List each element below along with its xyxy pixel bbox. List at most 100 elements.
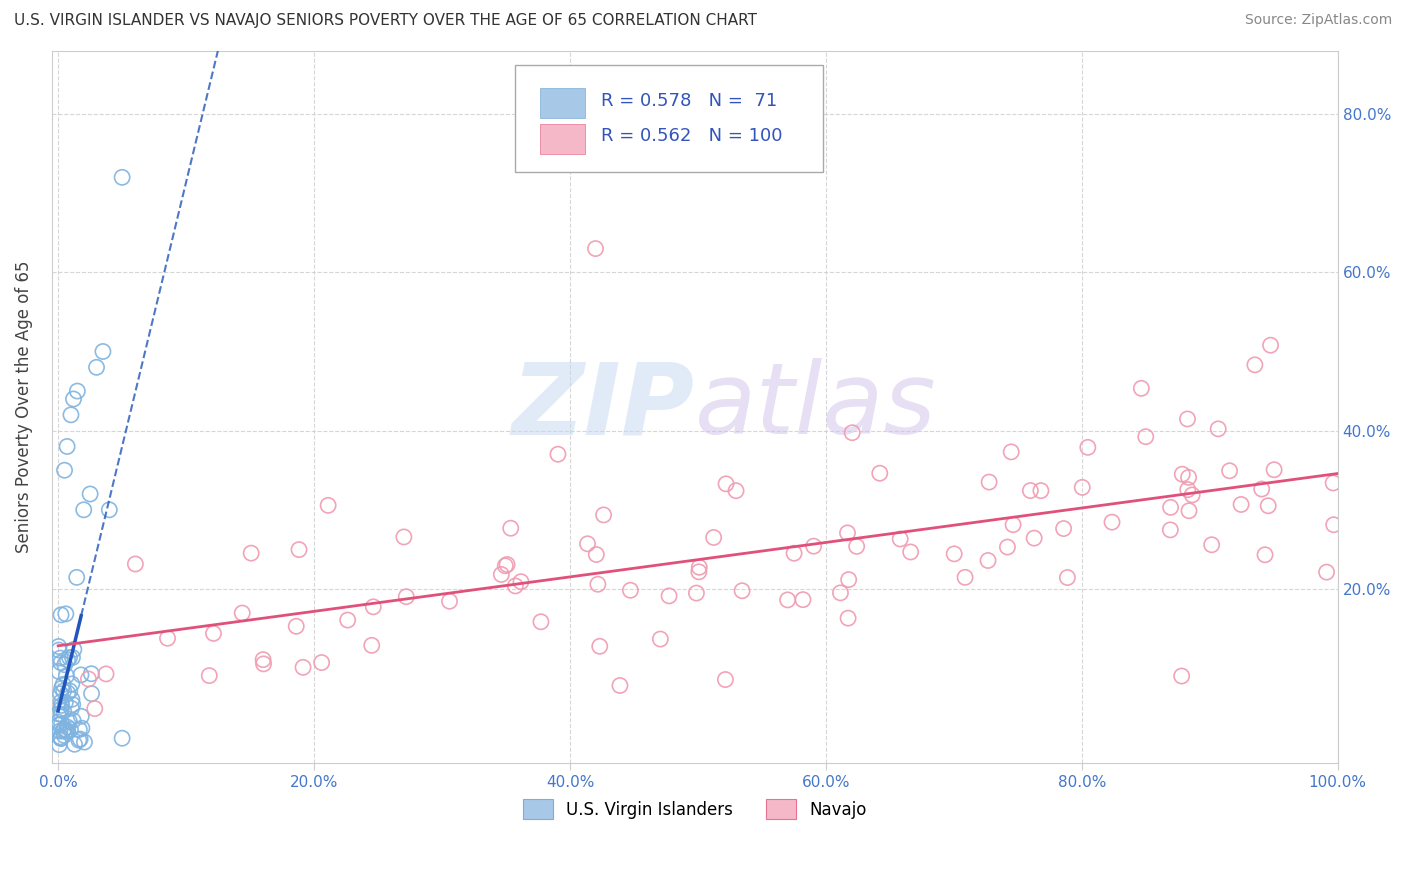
Point (1244, 358, 1267, 372)
Point (1181, 488, 1204, 502)
Point (48, 665, 70, 679)
Point (1177, 412, 1199, 426)
Point (688, 560, 710, 574)
Point (91, 344, 114, 359)
Text: R = 0.562   N = 100: R = 0.562 N = 100 (600, 128, 782, 145)
Point (837, 611, 859, 625)
Point (73, 503, 96, 517)
Point (49, 730, 72, 744)
Point (360, 638, 382, 652)
Point (53, 722, 76, 736)
Point (1159, 523, 1181, 537)
Point (49, 651, 72, 665)
Point (1130, 381, 1153, 395)
Point (1170, 669, 1192, 683)
Point (592, 508, 614, 522)
Point (56, 723, 79, 738)
Text: R = 0.578   N =  71: R = 0.578 N = 71 (600, 92, 778, 110)
Point (77, 672, 100, 686)
Point (53, 728, 76, 742)
Point (62, 698, 84, 712)
Point (547, 447, 569, 461)
Point (52, 724, 75, 739)
Point (1230, 498, 1253, 512)
Point (714, 476, 737, 491)
Point (240, 546, 263, 560)
Text: atlas: atlas (695, 359, 936, 456)
Point (59, 408, 82, 422)
Point (55, 607, 77, 621)
Point (49, 607, 72, 622)
Point (1177, 483, 1199, 497)
Point (510, 574, 533, 589)
Point (979, 475, 1001, 489)
Point (1071, 480, 1094, 494)
Point (67, 723, 90, 737)
FancyBboxPatch shape (515, 65, 824, 172)
Point (73, 735, 96, 749)
Point (58, 714, 80, 729)
Point (292, 660, 315, 674)
Point (62, 650, 84, 665)
Point (585, 242, 607, 256)
Point (491, 567, 513, 582)
Y-axis label: Seniors Poverty Over the Age of 65: Seniors Poverty Over the Age of 65 (15, 260, 32, 553)
Point (609, 679, 631, 693)
Point (731, 583, 754, 598)
Point (1206, 422, 1229, 436)
Point (395, 590, 418, 604)
Point (1178, 504, 1201, 518)
Point (803, 539, 825, 553)
Point (55, 669, 77, 683)
Point (49, 656, 72, 670)
Point (496, 558, 519, 572)
Point (67, 733, 90, 747)
Point (124, 557, 146, 571)
Point (60, 701, 83, 715)
Point (838, 573, 860, 587)
Point (56, 440, 79, 454)
Point (589, 640, 612, 654)
Point (51, 716, 73, 731)
Point (231, 606, 253, 620)
Point (59, 723, 82, 737)
Point (49, 702, 72, 716)
Point (53, 723, 76, 737)
Point (48, 640, 70, 654)
Point (1171, 467, 1194, 482)
Point (585, 548, 607, 562)
Point (58, 650, 80, 665)
Point (49, 724, 72, 739)
Point (1029, 483, 1052, 498)
Point (53, 657, 76, 672)
Point (1002, 517, 1025, 532)
Point (1000, 445, 1022, 459)
Point (60, 677, 83, 691)
Point (48, 717, 70, 731)
Point (830, 586, 852, 600)
Point (51, 698, 73, 713)
Point (94, 667, 117, 681)
Point (52, 677, 75, 691)
Point (51, 681, 73, 696)
Point (59, 684, 82, 698)
Point (48, 738, 70, 752)
Point (66, 384, 89, 398)
Point (1201, 538, 1223, 552)
Point (52, 684, 75, 698)
Point (977, 553, 1000, 567)
Point (51, 707, 73, 722)
Point (685, 586, 707, 600)
Point (1056, 570, 1078, 584)
Point (60, 692, 83, 706)
Point (83, 701, 105, 715)
Point (688, 565, 710, 579)
Point (1052, 522, 1074, 536)
Point (288, 542, 311, 557)
Point (1316, 565, 1339, 579)
Point (650, 632, 672, 646)
Point (63, 737, 86, 751)
Point (499, 521, 522, 535)
Point (845, 540, 868, 554)
Point (1024, 531, 1046, 545)
